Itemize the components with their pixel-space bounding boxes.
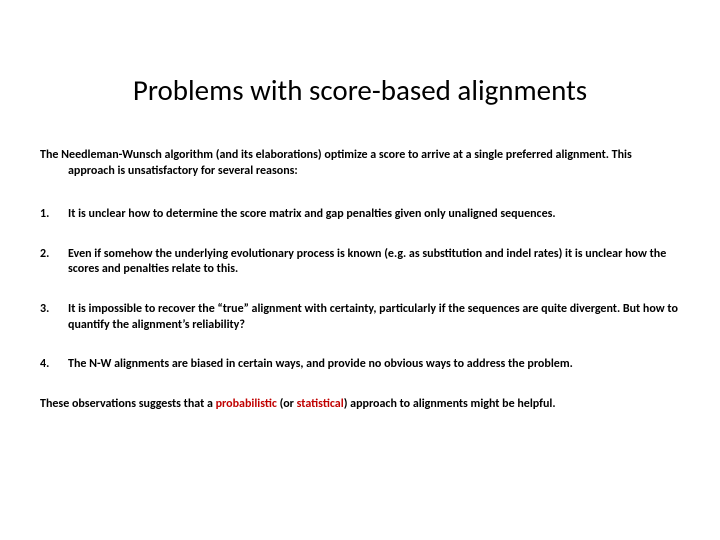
- list-item: 2. Even if somehow the underlying evolut…: [40, 247, 680, 278]
- intro-paragraph: The Needleman-Wunsch algorithm (and its …: [40, 148, 680, 179]
- list-item: 3. It is impossible to recover the “true…: [40, 302, 680, 333]
- list-number: 3.: [40, 302, 68, 333]
- list-number: 1.: [40, 207, 68, 223]
- list-number: 4.: [40, 357, 68, 373]
- intro-text: The Needleman-Wunsch algorithm (and its …: [40, 148, 680, 179]
- list-text: It is impossible to recover the “true” a…: [68, 302, 680, 333]
- list-number: 2.: [40, 247, 68, 278]
- conclusion-text-post: ) approach to alignments might be helpfu…: [344, 397, 556, 411]
- highlight-statistical: statistical: [297, 397, 344, 411]
- slide: Problems with score-based alignments The…: [0, 0, 720, 540]
- list-item: 1. It is unclear how to determine the sc…: [40, 207, 680, 223]
- slide-title: Problems with score-based alignments: [0, 0, 720, 148]
- list-item: 4. The N-W alignments are biased in cert…: [40, 357, 680, 373]
- conclusion-paragraph: These observations suggests that a proba…: [40, 397, 680, 413]
- list-text: Even if somehow the underlying evolution…: [68, 247, 680, 278]
- conclusion-text-mid: (or: [277, 397, 297, 411]
- list-text: The N-W alignments are biased in certain…: [68, 357, 680, 373]
- list-text: It is unclear how to determine the score…: [68, 207, 680, 223]
- highlight-probabilistic: probabilistic: [216, 397, 277, 411]
- problem-list: 1. It is unclear how to determine the sc…: [40, 207, 680, 373]
- conclusion-text-pre: These observations suggests that a: [40, 397, 216, 411]
- slide-body: The Needleman-Wunsch algorithm (and its …: [0, 148, 720, 412]
